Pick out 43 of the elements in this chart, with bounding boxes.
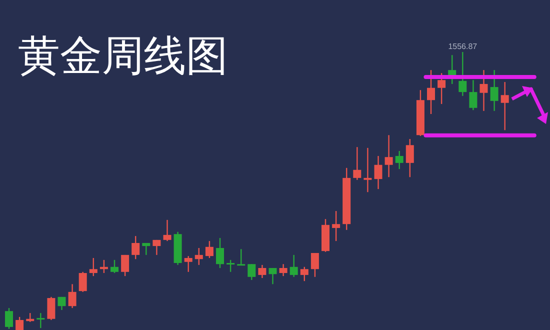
candlestick: [226, 259, 235, 272]
candlestick: [132, 235, 140, 260]
candlestick: [290, 254, 298, 278]
candlestick: [500, 81, 509, 131]
candlestick: [374, 155, 382, 190]
candlestick: [5, 307, 13, 330]
candlestick: [458, 51, 467, 97]
candlestick: [58, 296, 66, 311]
candlestick: [110, 259, 118, 274]
candlestick: [300, 266, 308, 282]
candlestick: [216, 237, 224, 269]
candlestick: [194, 247, 203, 266]
candlestick: [480, 69, 488, 112]
candlestick: [47, 296, 56, 321]
candlestick: [237, 248, 246, 266]
candlestick: [121, 254, 130, 277]
candlestick: [89, 257, 98, 277]
candlestick: [268, 267, 277, 285]
candlestick: [490, 69, 498, 112]
candlestick: [438, 72, 446, 105]
candlestick: [469, 79, 478, 111]
candlestick: [36, 312, 45, 329]
candlestick: [184, 255, 192, 272]
annotation: 1556.87: [448, 42, 478, 51]
candlestick: [16, 316, 24, 330]
candlestick: [310, 252, 319, 278]
candlestick: [384, 134, 393, 178]
candlestick: [364, 147, 372, 193]
candlestick: [406, 138, 414, 178]
candlestick: [205, 240, 214, 259]
candlestick: [68, 284, 76, 309]
candlestick: [258, 264, 266, 279]
candlestick: [427, 69, 435, 115]
candlestick: [78, 271, 87, 293]
candlestick: [353, 146, 362, 180]
chart-title: 黄金周线图: [18, 31, 228, 80]
candlestick: [332, 210, 340, 242]
candlestick: [395, 150, 404, 170]
candlestick: [100, 259, 108, 274]
candlestick: [248, 264, 256, 281]
candlestick: [279, 264, 288, 277]
candlestick: [152, 239, 161, 256]
candlestick: [163, 219, 172, 242]
